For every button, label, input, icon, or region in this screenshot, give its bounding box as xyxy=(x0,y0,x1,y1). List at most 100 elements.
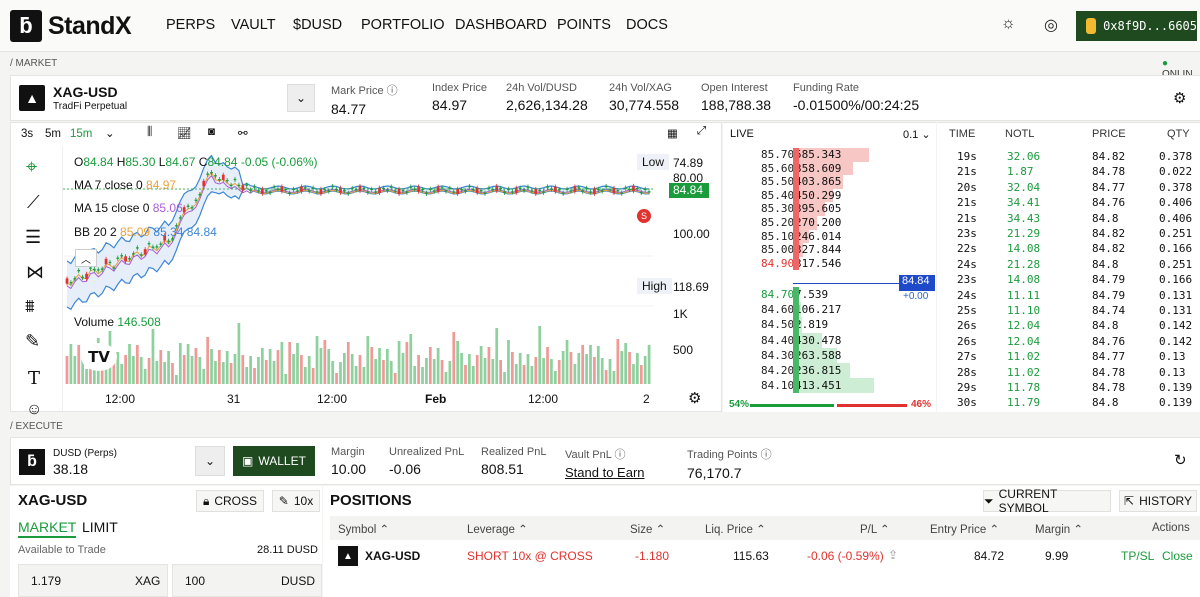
bid-row[interactable]: 84.50 2.819 xyxy=(761,317,829,333)
bid-row[interactable]: 84.40 430.478 xyxy=(761,332,842,348)
positions-panel: POSITIONS ⏷ CURRENT SYMBOL ⇱ HISTORY Symbo… xyxy=(323,486,1200,597)
bid-row[interactable]: 84.20 236.815 xyxy=(723,363,936,379)
tab-limit[interactable]: LIMIT xyxy=(82,519,118,535)
tab-market[interactable]: MARKET xyxy=(18,519,77,538)
interval-5m[interactable]: 5m xyxy=(45,128,61,140)
trade-row: 24s 11.11 84.79 0.131 xyxy=(957,288,1193,302)
history-button[interactable]: ⇱ HISTORY xyxy=(1119,490,1197,512)
projection-icon[interactable]: ⩩ xyxy=(25,296,35,316)
axis-label-80: 80.00 xyxy=(673,171,704,185)
price-chart-panel: 3s 5m 15m ⌄ ⫼ 📈︎ ◙ ⚯ ▦ ⤢ ⌖ ⟋ ☰ ⋈ ⩩ ✎ T ☺… xyxy=(10,122,722,418)
brush-icon[interactable]: ✎ xyxy=(25,331,41,351)
margin-mode-button[interactable]: 🔒︎ CROSS xyxy=(196,490,264,512)
ask-row[interactable]: 85.40 450.299 xyxy=(761,188,842,203)
trade-row: 20s 32.04 84.77 0.378 xyxy=(957,180,1193,194)
pattern-icon[interactable]: ⋈ xyxy=(26,262,44,282)
nav-points[interactable]: POINTS xyxy=(557,17,611,33)
chart-settings-icon[interactable]: ⚙ xyxy=(688,390,702,407)
fullscreen-icon[interactable]: ⤢ xyxy=(697,125,707,137)
chart-canvas[interactable] xyxy=(63,146,721,413)
nav-docs[interactable]: DOCS xyxy=(626,17,668,33)
ask-row[interactable]: 85.20 270.200 xyxy=(761,216,842,230)
language-globe-icon[interactable]: ◎ xyxy=(1044,17,1058,34)
market-header: ▲ XAG-USD TradFi Perpetual ⌄ Mark Price … xyxy=(10,75,1200,121)
col-symbol[interactable]: Symbol ⌃ xyxy=(338,524,390,536)
ask-row[interactable]: 84.90 317.546 xyxy=(761,256,842,271)
settings-gear-icon[interactable]: ⚙ xyxy=(1173,90,1187,107)
leverage-button[interactable]: ✎ 10x xyxy=(272,490,320,512)
col-margin[interactable]: Margin ⌃ xyxy=(1035,524,1083,536)
trade-row: 23s 21.29 84.82 0.251 xyxy=(957,227,1193,240)
bid-row[interactable]: 84.30 263.588 xyxy=(761,347,842,363)
market-stat-4: Open Interest 188,788.38 xyxy=(701,82,772,113)
market-selector-chevron-icon[interactable]: ⌄ xyxy=(287,84,315,112)
trendline-icon[interactable]: ⟋ xyxy=(27,192,40,212)
ask-row[interactable]: 85.60 358.609 xyxy=(723,161,936,176)
account-selector-chevron-icon[interactable]: ⌄ xyxy=(195,446,225,476)
fib-lines-icon[interactable]: ☰ xyxy=(25,227,42,247)
wallet-address-button[interactable]: 0x8f9D...6605 xyxy=(1076,11,1197,41)
text-tool-icon[interactable]: T xyxy=(28,368,41,389)
refresh-icon[interactable]: ↻ xyxy=(1174,452,1187,469)
trade-row: 22s 14.08 84.82 0.166 xyxy=(957,242,1193,256)
xtick-1: 31 xyxy=(227,392,241,406)
compare-icon[interactable]: ⚯ xyxy=(238,128,248,140)
positions-header: Symbol ⌃ Leverage ⌃ Size ⌃ Liq. Price ⌃ … xyxy=(330,516,1200,540)
market-stat-2: 24h Vol/DUSD 2,626,134.28 xyxy=(506,82,588,113)
account-stat-3[interactable]: Vault PnL ⓘ Stand to Earn xyxy=(565,449,645,480)
interval-15m[interactable]: 15m xyxy=(70,128,93,140)
collapse-legend-icon[interactable]: ︿ xyxy=(75,249,97,267)
sell-marker[interactable]: S xyxy=(637,209,651,223)
interval-3s[interactable]: 3s xyxy=(21,128,34,140)
edit-icon: ✎ xyxy=(278,494,289,508)
orderbook-mid-price: 84.84 xyxy=(899,275,935,291)
account-stat-2: Realized PnL 808.51 xyxy=(481,446,547,477)
col-leverage[interactable]: Leverage ⌃ xyxy=(467,524,528,536)
orderbook-step-select[interactable]: 0.1 ⌄ xyxy=(903,129,931,141)
share-icon[interactable]: ⇪ xyxy=(888,548,899,562)
ask-row[interactable]: 85.00 327.844 xyxy=(761,243,842,257)
nav-portfolio[interactable]: PORTFOLIO xyxy=(361,17,445,33)
ask-row[interactable]: 85.50 403.865 xyxy=(761,175,843,189)
bid-row[interactable]: 84.10 413.451 xyxy=(723,378,936,394)
xtick-5: 2 xyxy=(643,392,650,406)
nav-dusd[interactable]: $DUSD xyxy=(293,17,343,33)
candles-icon[interactable]: ⫼ xyxy=(147,126,153,138)
bid-row[interactable]: 84.60 106.217 xyxy=(761,302,842,318)
market-stat-5: Funding Rate -0.01500%/00:24:25 xyxy=(793,82,920,113)
calculator-icon[interactable]: ▦ xyxy=(667,128,678,140)
axis-label-100: 100.00 xyxy=(673,227,710,241)
amount-input[interactable]: 100 DUSD xyxy=(172,564,322,597)
col-pl[interactable]: P/L ⌃ xyxy=(860,524,890,536)
col-entry-price[interactable]: Entry Price ⌃ xyxy=(930,524,1000,536)
account-stat-1: Unrealized PnL -0.06 xyxy=(389,446,465,477)
indicators-icon[interactable]: 📈︎ xyxy=(177,128,192,140)
wallet-button[interactable]: ▣ WALLET xyxy=(233,446,315,476)
position-row[interactable]: ▲ XAG-USD SHORT 10x @ CROSS -1.180 115.6… xyxy=(330,542,1200,570)
ask-row[interactable]: 85.30 395.605 xyxy=(761,202,842,216)
trade-row: 24s 21.28 84.8 0.251 xyxy=(957,257,1193,271)
close-position-button[interactable]: Close xyxy=(1162,549,1193,563)
nav-vault[interactable]: VAULT xyxy=(231,17,276,33)
xtick-4: 12:00 xyxy=(528,392,559,406)
screenshot-camera-icon[interactable]: ◙ xyxy=(208,126,215,138)
quantity-input[interactable]: 1.179 XAG xyxy=(18,564,168,597)
section-label-execute: / EXECUTE xyxy=(10,421,63,432)
interval-dropdown-icon[interactable]: ⌄ xyxy=(105,128,115,140)
nav-dashboard[interactable]: DASHBOARD xyxy=(455,17,547,33)
emoji-icon[interactable]: ☺ xyxy=(26,401,43,418)
brand-name: StandX xyxy=(48,11,132,40)
account-name: DUSD (Perps) xyxy=(53,448,117,459)
brand-logo[interactable]: ƃ StandX xyxy=(10,10,132,42)
nav-perps[interactable]: PERPS xyxy=(166,17,216,33)
orderbook-title: LIVE xyxy=(730,128,754,140)
tradingview-logo-icon[interactable]: 𝗧𝗩 xyxy=(81,343,117,371)
crosshair-icon[interactable]: ⌖ xyxy=(26,156,38,178)
ask-row[interactable]: 85.70 585.343 xyxy=(723,148,936,162)
tpsl-button[interactable]: TP/SL xyxy=(1121,549,1155,563)
col-size[interactable]: Size ⌃ xyxy=(630,524,666,536)
theme-toggle-icon[interactable]: ☼ xyxy=(1001,15,1016,32)
col-liq-price[interactable]: Liq. Price ⌃ xyxy=(705,524,766,536)
ask-row[interactable]: 85.10 246.014 xyxy=(761,229,842,244)
current-symbol-filter-button[interactable]: ⏷ CURRENT SYMBOL xyxy=(983,487,1111,515)
